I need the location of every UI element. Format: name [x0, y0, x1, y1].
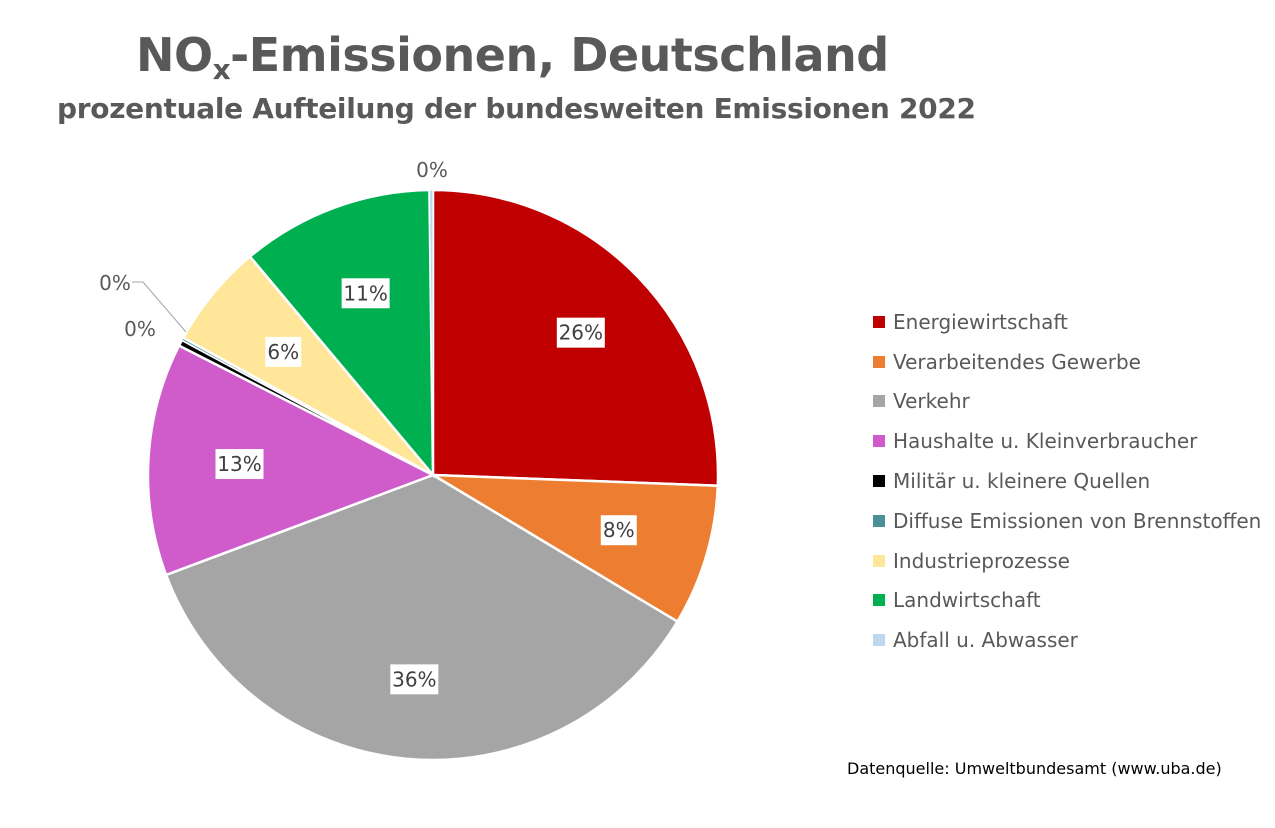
pie-slice-abfall-u-abwasser	[428, 189, 434, 476]
data-label: 0%	[416, 158, 448, 182]
legend-item: Industrieprozesse	[873, 541, 1261, 581]
pie-slice-verkehr	[164, 473, 680, 762]
legend-label: Militär u. kleinere Quellen	[893, 469, 1151, 494]
data-source-note: Datenquelle: Umweltbundesamt (www.uba.de…	[847, 759, 1222, 778]
legend-label: Abfall u. Abwasser	[893, 628, 1078, 653]
pie-slice-landwirtschaft	[248, 188, 435, 479]
legend-label: Energiewirtschaft	[893, 309, 1068, 334]
legend-item: Verkehr	[873, 382, 1261, 422]
legend-swatch	[873, 395, 885, 408]
legend-item: Haushalte u. Kleinverbraucher	[873, 421, 1261, 461]
chart-subtitle: prozentuale Aufteilung der bundesweiten …	[57, 92, 976, 125]
data-label-box	[265, 336, 302, 367]
legend-swatch	[873, 554, 885, 567]
data-label: 36%	[392, 667, 436, 691]
legend-item: Abfall u. Abwasser	[873, 620, 1261, 660]
legend-item: Militär u. kleinere Quellen	[873, 461, 1261, 501]
legend-label: Verkehr	[893, 389, 970, 414]
legend-item: Diffuse Emissionen von Brennstoffen	[873, 501, 1261, 541]
data-label: 0%	[99, 271, 131, 295]
legend-swatch	[873, 594, 885, 607]
data-label: 0%	[124, 317, 156, 341]
legend-label: Diffuse Emissionen von Brennstoffen	[893, 508, 1262, 533]
legend-item: Verarbeitendes Gewerbe	[873, 342, 1261, 382]
legend-label: Landwirtschaft	[893, 588, 1041, 613]
data-label-box	[215, 449, 264, 480]
legend-swatch	[873, 315, 885, 328]
legend-swatch	[873, 514, 885, 527]
chart-title-rest: -Emissionen, Deutschland	[230, 28, 889, 82]
data-label-box	[556, 317, 605, 348]
legend-label: Haushalte u. Kleinverbraucher	[893, 429, 1198, 454]
pie-slice-verarbeitendes-gewerbe	[432, 473, 720, 624]
legend-item: Landwirtschaft	[873, 581, 1261, 621]
data-label: 8%	[603, 518, 635, 542]
chart-title: NOx-Emissionen, Deutschland	[136, 28, 889, 86]
data-label: 6%	[267, 340, 299, 364]
legend-label: Industrieprozesse	[893, 548, 1070, 573]
data-label: 11%	[343, 281, 387, 305]
chart-title-main: NO	[136, 28, 213, 82]
legend-swatch	[873, 435, 885, 448]
data-label-box	[390, 664, 439, 695]
data-label: 26%	[559, 321, 603, 345]
legend-swatch	[873, 475, 885, 488]
data-label-box	[341, 278, 390, 309]
legend-swatch	[873, 355, 885, 368]
pie-slice-haushalte-u-kleinverbraucher	[146, 343, 437, 577]
leader-line	[132, 281, 187, 333]
data-label-box	[600, 515, 637, 546]
chart-legend: Energiewirtschaft Verarbeitendes Gewerbe V…	[873, 302, 1261, 660]
legend-swatch	[873, 634, 885, 647]
chart-title-subscript: x	[212, 53, 231, 86]
data-label: 13%	[217, 452, 261, 476]
legend-item: Energiewirtschaft	[873, 302, 1261, 342]
legend-label: Verarbeitendes Gewerbe	[893, 349, 1141, 374]
